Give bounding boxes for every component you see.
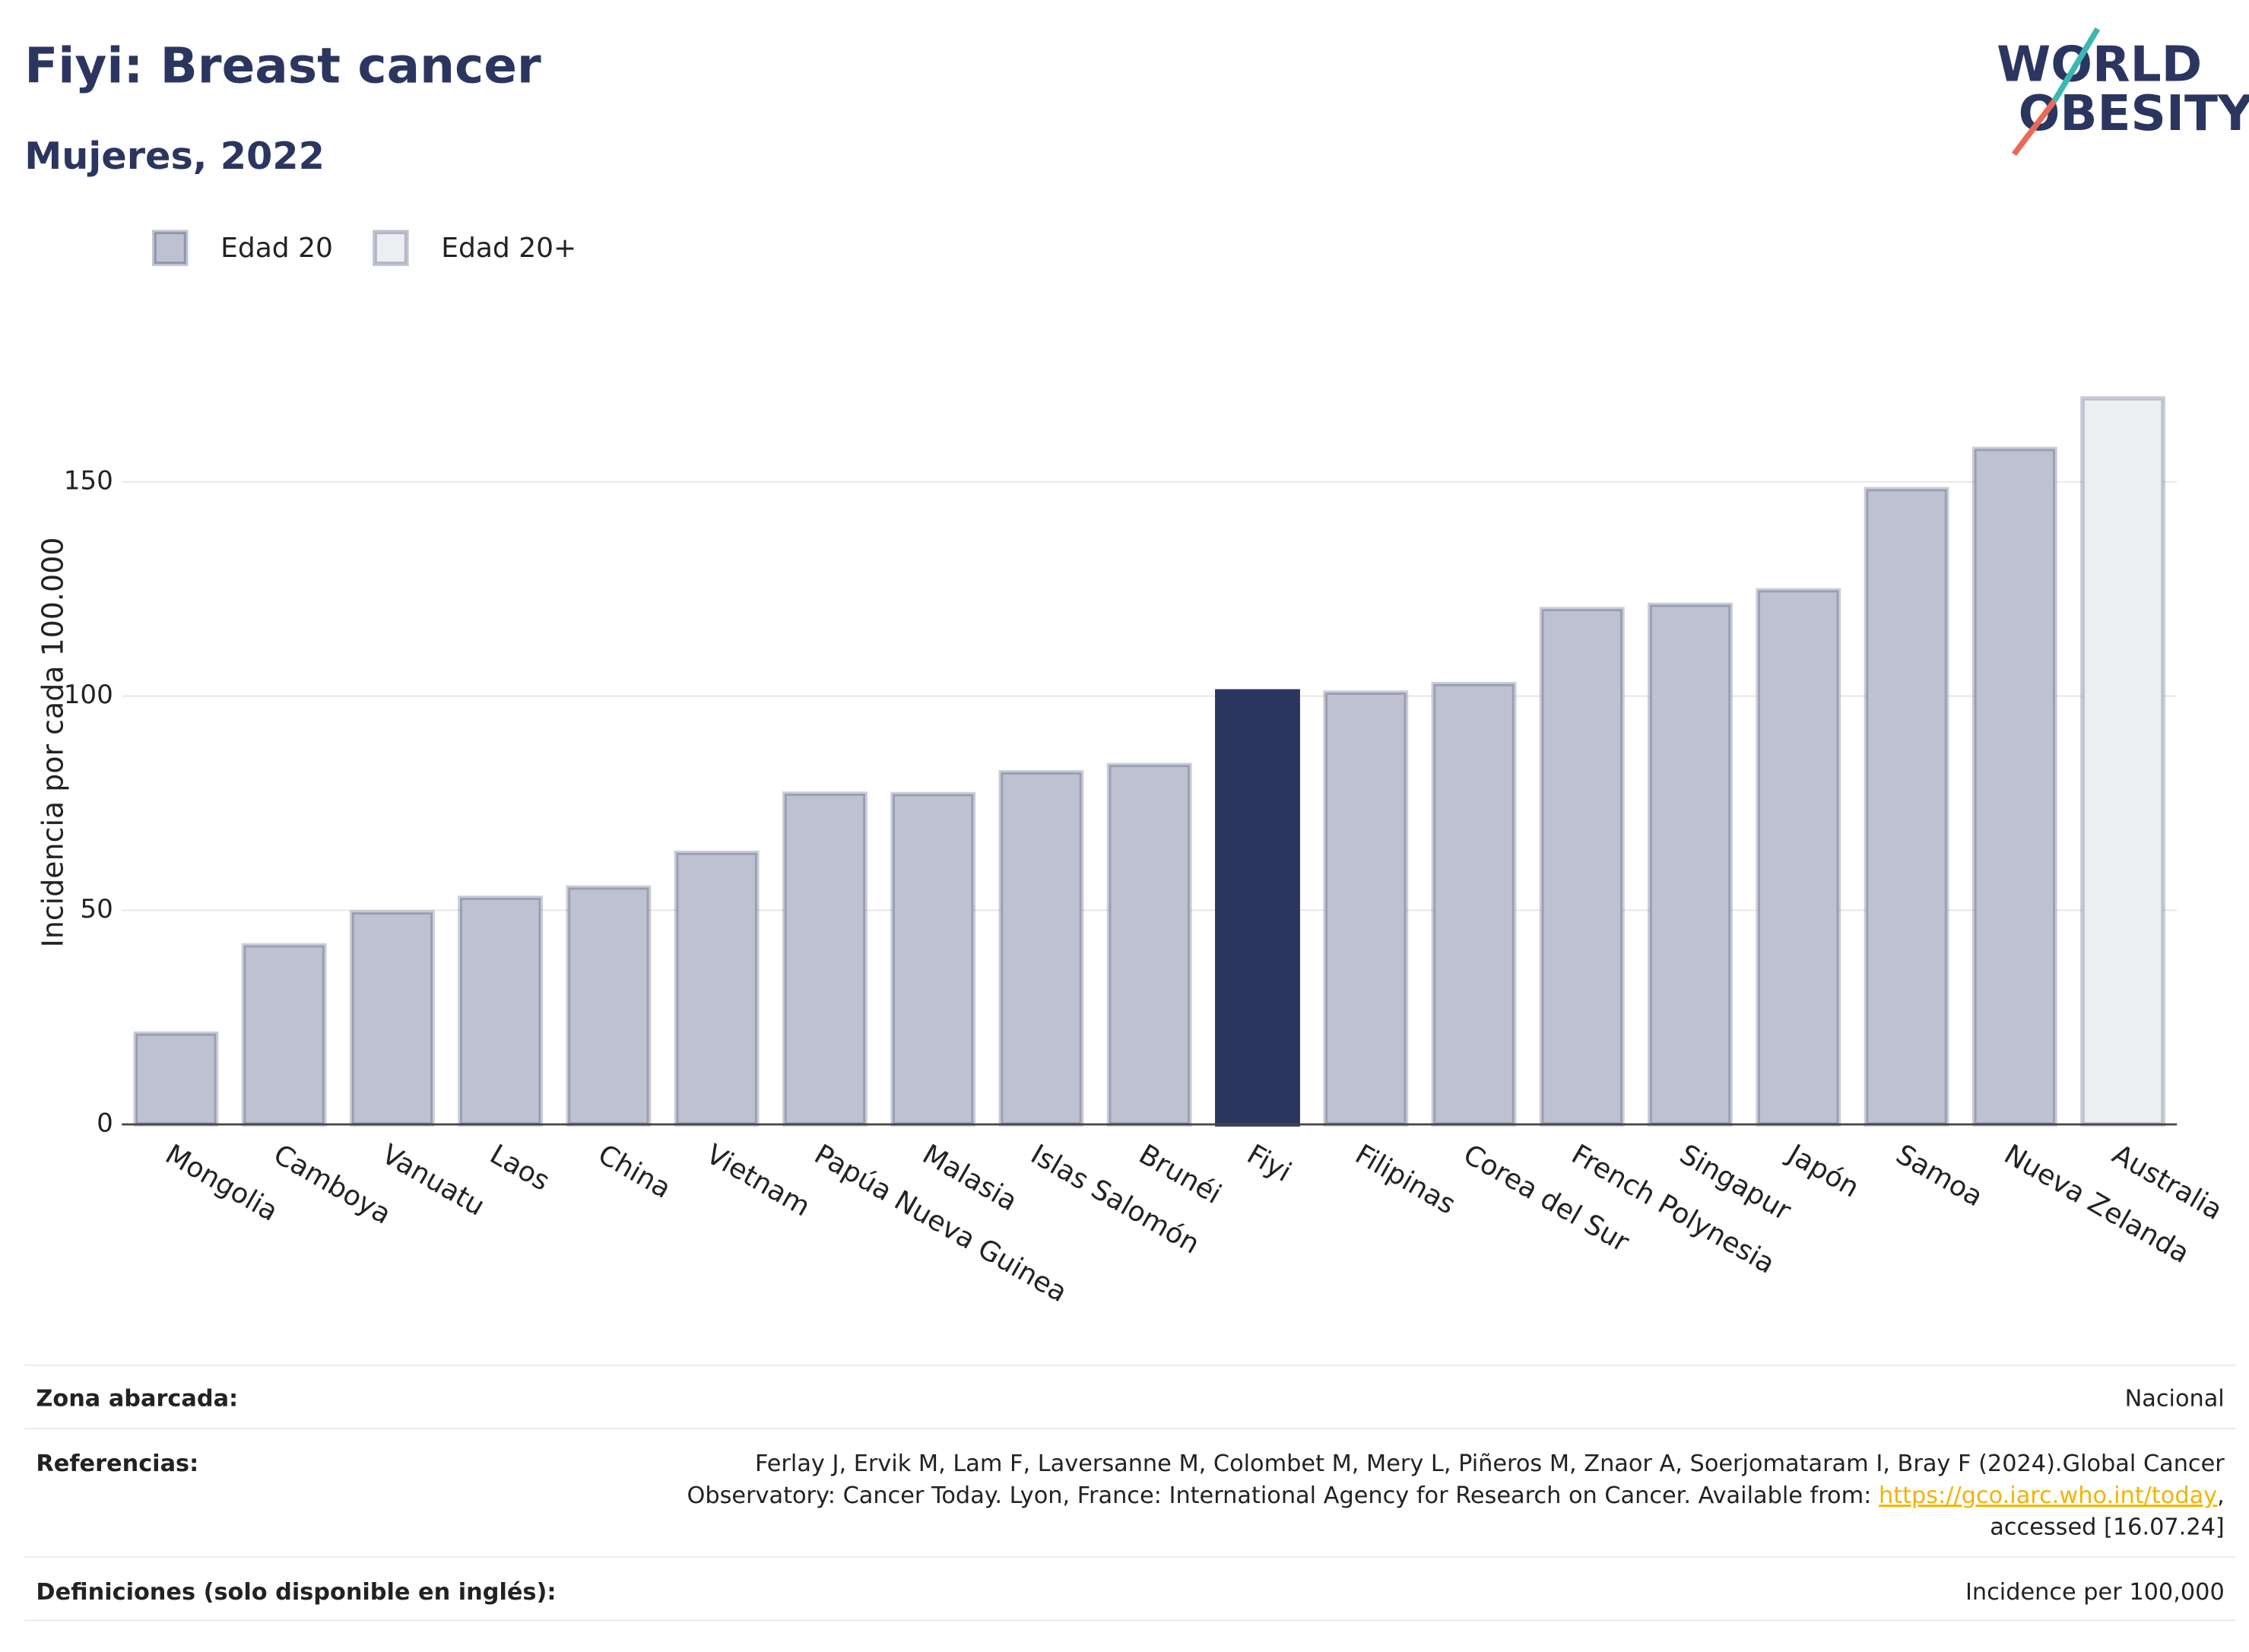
- logo: WORLD OBESITY: [1997, 27, 2249, 157]
- chart-subtitle: Mujeres, 2022: [24, 134, 325, 178]
- legend-swatch: [152, 230, 189, 266]
- footer-value: accessed [16.07.24]: [1990, 1514, 2224, 1540]
- x-tick-label: Samoa: [1891, 1139, 1988, 1213]
- bar: [1648, 602, 1733, 1127]
- bar: [674, 850, 760, 1127]
- logo-slash: [2011, 99, 2057, 157]
- bar: [133, 1031, 219, 1127]
- footer-label: Referencias:: [36, 1451, 198, 1477]
- y-axis-label: Incidencia por cada 100.000: [36, 537, 70, 948]
- footer-value: Ferlay J, Ervik M, Lam F, Laversanne M, …: [755, 1451, 2225, 1477]
- bar: [1215, 689, 1300, 1127]
- footer-text: Observatory: Cancer Today. Lyon, France:…: [687, 1482, 1879, 1509]
- bar: [1323, 690, 1409, 1127]
- footer-value: Incidence per 100,000: [1965, 1579, 2225, 1606]
- bar: [1756, 588, 1841, 1127]
- bar: [349, 910, 435, 1127]
- legend-label: Edad 20+: [441, 233, 576, 264]
- footer-label: Definiciones (solo disponible en inglés)…: [36, 1579, 556, 1606]
- bar: [241, 943, 327, 1127]
- bar: [1971, 446, 2057, 1127]
- bar: [566, 885, 652, 1127]
- x-tick-label: Laos: [484, 1139, 554, 1197]
- x-tick-label: Vietnam: [701, 1139, 816, 1223]
- x-tick-label: Japón: [1781, 1138, 1864, 1204]
- footer: Zona abarcada: Nacional Referencias: Fer…: [24, 1364, 2236, 1622]
- footer-text: ,: [2217, 1482, 2225, 1509]
- bar: [1106, 763, 1192, 1127]
- footer-value: Nacional: [2125, 1386, 2225, 1413]
- x-tick-label: Filipinas: [1350, 1139, 1461, 1221]
- logo-slash: [2051, 27, 2101, 103]
- bar: [890, 791, 976, 1127]
- x-tick-label: French Polynesia: [1566, 1139, 1780, 1280]
- bar: [458, 896, 544, 1127]
- bar: [2080, 396, 2165, 1127]
- bar: [998, 770, 1084, 1127]
- x-tick-label: Mongolia: [160, 1139, 283, 1228]
- chart-title: Fiyi: Breast cancer: [24, 38, 541, 95]
- x-tick-label: Camboya: [268, 1139, 396, 1231]
- y-tick-label: 50: [80, 894, 113, 924]
- legend-label: Edad 20: [220, 233, 333, 264]
- logo-text: OBESITY: [2019, 85, 2249, 142]
- logo-text: WORLD: [1997, 36, 2202, 94]
- bar: [782, 791, 868, 1127]
- footer-value: Observatory: Cancer Today. Lyon, France:…: [687, 1482, 2224, 1509]
- y-tick-label: 0: [97, 1108, 113, 1139]
- reference-link[interactable]: https://gco.iarc.who.int/today: [1879, 1482, 2217, 1509]
- footer-label: Zona abarcada:: [36, 1386, 238, 1413]
- x-tick-label: Fiyi: [1242, 1139, 1296, 1188]
- bar: [1864, 487, 1949, 1127]
- bar: [1431, 681, 1517, 1127]
- bar: [1539, 607, 1625, 1127]
- legend-swatch: [373, 230, 409, 266]
- x-tick-label: Vanuatu: [376, 1139, 490, 1222]
- y-tick-label: 150: [64, 465, 113, 496]
- x-tick-label: China: [593, 1139, 677, 1205]
- y-tick-label: 100: [64, 680, 113, 710]
- x-tick-label: Nueva Zelanda: [1999, 1139, 2194, 1270]
